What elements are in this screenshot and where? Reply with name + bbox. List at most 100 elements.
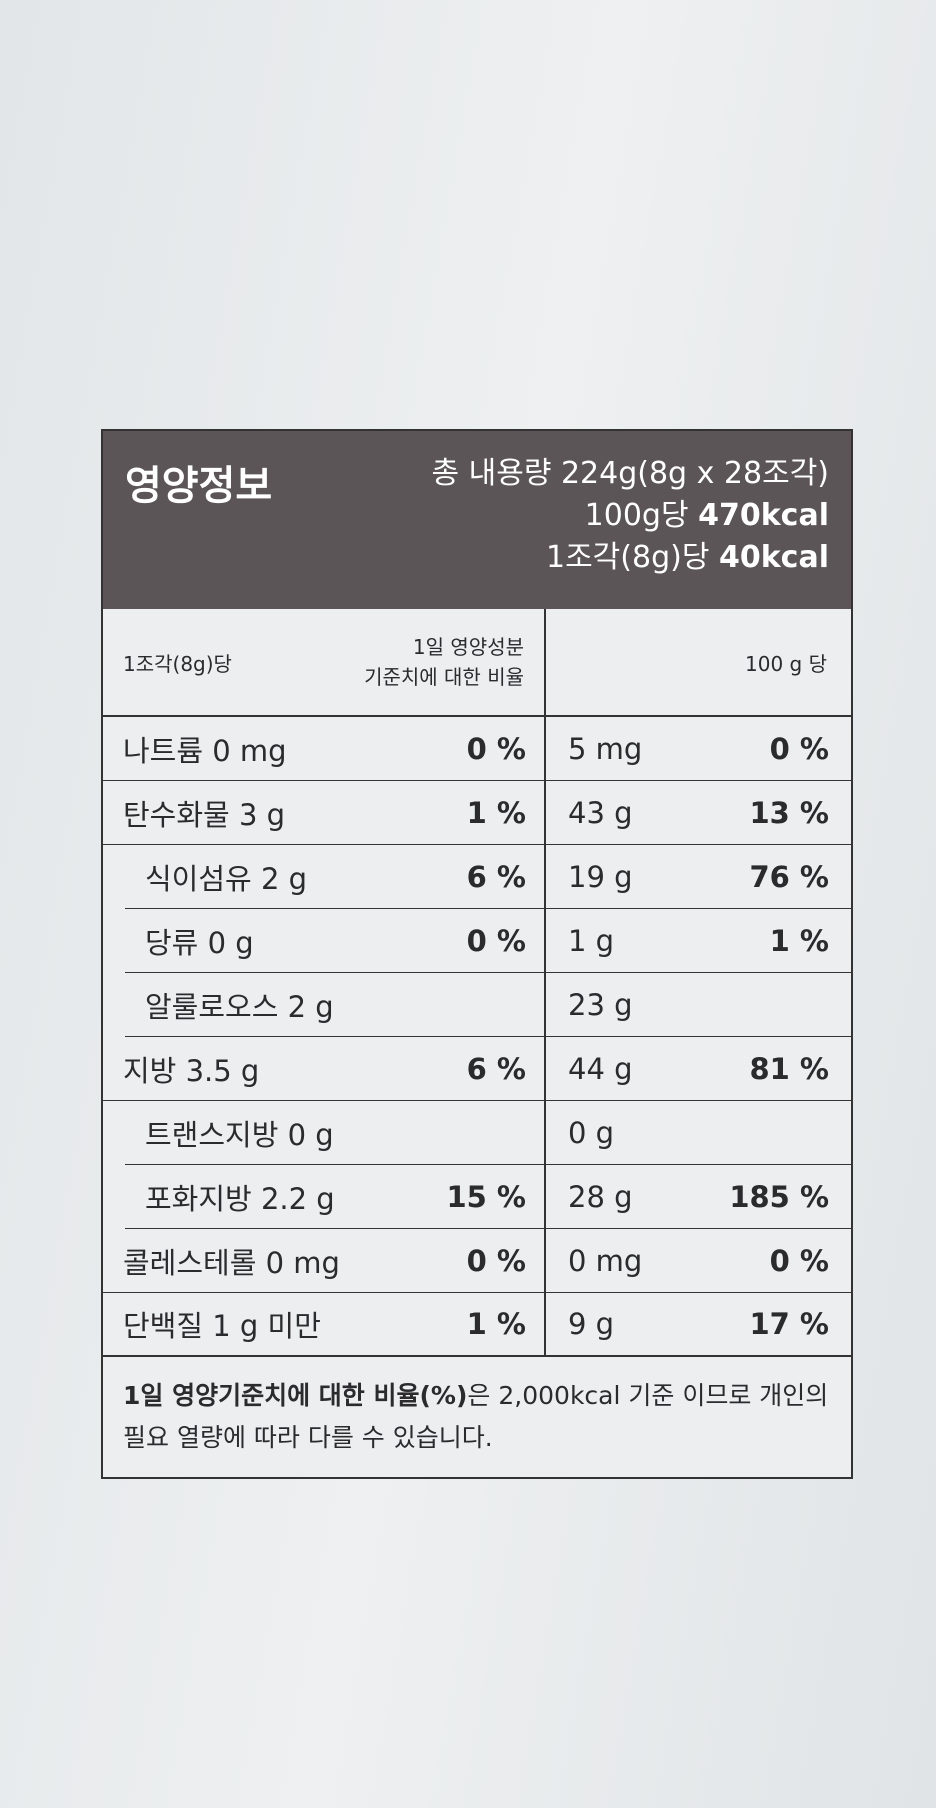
- nutrient-row: 콜레스테롤 0 mg 0 % 0 mg 0 %: [103, 1229, 851, 1293]
- dv-header-line: 기준치에 대한 비율: [364, 665, 524, 689]
- per-100g-cell: 0 g: [546, 1101, 851, 1165]
- nutrient-name: 당류: [145, 925, 199, 960]
- daily-value-100g: 0 %: [769, 731, 829, 766]
- daily-value: 1 %: [466, 795, 526, 830]
- nutrient-amount: 2.2 g: [260, 1181, 335, 1216]
- amount-100g: 19 g: [568, 859, 633, 894]
- nutrient-amount: 0 mg: [212, 733, 287, 768]
- per-100g-cell: 5 mg 0 %: [546, 717, 851, 781]
- nutrient-name: 트랜스지방: [145, 1117, 279, 1152]
- daily-value: 6 %: [466, 859, 526, 894]
- nutrient-row: 포화지방 2.2 g 15 % 28 g 185 %: [103, 1165, 851, 1229]
- per-100g-cell: 28 g 185 %: [546, 1165, 851, 1229]
- nutrient-row: 당류 0 g 0 % 1 g 1 %: [103, 909, 851, 973]
- per-piece-header: 1조각(8g)당: [123, 651, 232, 676]
- daily-value: 0 %: [466, 731, 526, 766]
- per-piece-cell: 탄수화물 3 g 1 %: [103, 781, 546, 845]
- nutrient: 지방 3.5 g: [123, 1048, 259, 1090]
- nutrient-name: 알룰로오스: [145, 989, 279, 1024]
- nutrient: 단백질 1 g 미만: [123, 1303, 321, 1345]
- nutrient: 콜레스테롤 0 mg: [123, 1240, 340, 1282]
- amount-100g: 5 mg: [568, 731, 643, 766]
- nutrient: 트랜스지방 0 g: [145, 1112, 334, 1154]
- nutrient-amount: 3 g: [238, 797, 286, 832]
- footnote-bold: 1일 영양기준치에 대한 비율(%): [123, 1381, 468, 1410]
- label-header: 영양정보 총 내용량 224g(8g x 28조각) 100g당 470kcal…: [103, 431, 851, 609]
- nutrient-row: 지방 3.5 g 6 % 44 g 81 %: [103, 1037, 851, 1101]
- nutrient: 포화지방 2.2 g: [145, 1176, 335, 1218]
- per-piece-cell: 나트륨 0 mg 0 %: [103, 717, 546, 781]
- daily-value-100g: 1 %: [769, 923, 829, 958]
- per-100g-cell: 19 g 76 %: [546, 845, 851, 909]
- dv-header-line: 1일 영양성분: [412, 635, 524, 659]
- nutrition-label: 영양정보 총 내용량 224g(8g x 28조각) 100g당 470kcal…: [101, 429, 853, 1479]
- nutrient-amount: 0 mg: [265, 1245, 340, 1280]
- amount-100g: 28 g: [568, 1179, 633, 1214]
- header-info: 총 내용량 224g(8g x 28조각) 100g당 470kcal 1조각(…: [431, 453, 829, 579]
- daily-value: 0 %: [466, 923, 526, 958]
- nutrient-name: 탄수화물: [123, 797, 230, 832]
- nutrient-amount: 0 g: [287, 1117, 334, 1152]
- nutrient-name: 나트륨: [123, 733, 204, 768]
- nutrient: 식이섬유 2 g: [145, 856, 307, 898]
- right-column-header: 100 g 당: [745, 651, 827, 676]
- per-piece-label: 1조각(8g)당: [546, 540, 710, 575]
- per-piece-cell: 당류 0 g 0 %: [125, 909, 546, 973]
- per-piece-cell: 식이섬유 2 g 6 %: [125, 845, 546, 909]
- footnote: 1일 영양기준치에 대한 비율(%)은 2,000kcal 기준 이므로 개인의…: [103, 1357, 851, 1477]
- per-100g-value: 470kcal: [698, 498, 829, 533]
- daily-value: 1 %: [466, 1307, 526, 1341]
- amount-100g: 0 g: [568, 1115, 615, 1150]
- per-100g-cell: 43 g 13 %: [546, 781, 851, 845]
- daily-value: 0 %: [466, 1243, 526, 1278]
- per-piece-value: 40kcal: [718, 540, 829, 575]
- nutrient-amount: 3.5 g: [185, 1053, 260, 1088]
- nutrient-amount: 2 g: [287, 989, 334, 1024]
- per-piece-cell: 포화지방 2.2 g 15 %: [125, 1165, 546, 1229]
- total-content: 총 내용량 224g(8g x 28조각): [431, 456, 829, 491]
- amount-100g: 23 g: [568, 987, 633, 1022]
- per-100g: 100g당 470kcal: [431, 495, 829, 537]
- nutrient-name: 단백질: [123, 1309, 204, 1343]
- daily-value: 15 %: [446, 1179, 526, 1214]
- nutrient-name: 지방: [123, 1053, 177, 1088]
- nutrient-name: 포화지방: [145, 1181, 252, 1216]
- daily-value-100g: 13 %: [749, 795, 829, 830]
- per-100g-label: 100g당: [584, 498, 689, 533]
- nutrient: 당류 0 g: [145, 920, 254, 962]
- daily-value-100g: 185 %: [729, 1179, 829, 1214]
- amount-100g: 44 g: [568, 1051, 633, 1086]
- nutrient-rows: 나트륨 0 mg 0 % 5 mg 0 % 탄수화물 3 g 1 % 43 g 13 % 식이섬…: [103, 717, 851, 1357]
- nutrient: 나트륨 0 mg: [123, 728, 287, 770]
- daily-value-100g: 76 %: [749, 859, 829, 894]
- amount-100g: 0 mg: [568, 1243, 643, 1278]
- footnote-text: 은 2,000kcal 기준 이므로 개인의 필요 열량에 따라 다를 수 있습…: [123, 1381, 829, 1452]
- daily-value-100g: 81 %: [749, 1051, 829, 1086]
- per-piece-cell: 지방 3.5 g 6 %: [103, 1037, 546, 1101]
- daily-value-100g: 0 %: [769, 1243, 829, 1278]
- nutrient-name: 식이섬유: [145, 861, 252, 896]
- label-title: 영양정보: [125, 463, 273, 509]
- per-100g-cell: 9 g 17 %: [546, 1293, 851, 1357]
- per-100g-cell: 44 g 81 %: [546, 1037, 851, 1101]
- per-piece: 1조각(8g)당 40kcal: [431, 537, 829, 579]
- per-piece-cell: 트랜스지방 0 g: [125, 1101, 546, 1165]
- per-100g-cell: 1 g 1 %: [546, 909, 851, 973]
- nutrient-row: 단백질 1 g 미만 1 % 9 g 17 %: [103, 1293, 851, 1357]
- daily-value: 6 %: [466, 1051, 526, 1086]
- per-100g-cell: 0 mg 0 %: [546, 1229, 851, 1293]
- amount-100g: 9 g: [568, 1307, 615, 1341]
- nutrient-amount: 1 g 미만: [212, 1309, 321, 1343]
- amount-100g: 43 g: [568, 795, 633, 830]
- nutrient: 알룰로오스 2 g: [145, 984, 334, 1026]
- nutrient-row: 알룰로오스 2 g 23 g: [103, 973, 851, 1037]
- nutrient: 탄수화물 3 g: [123, 792, 285, 834]
- nutrient-row: 식이섬유 2 g 6 % 19 g 76 %: [103, 845, 851, 909]
- per-piece-cell: 단백질 1 g 미만 1 %: [103, 1293, 546, 1357]
- nutrient-amount: 2 g: [260, 861, 308, 896]
- nutrient-amount: 0 g: [207, 925, 254, 960]
- per-piece-cell: 콜레스테롤 0 mg 0 %: [103, 1229, 546, 1293]
